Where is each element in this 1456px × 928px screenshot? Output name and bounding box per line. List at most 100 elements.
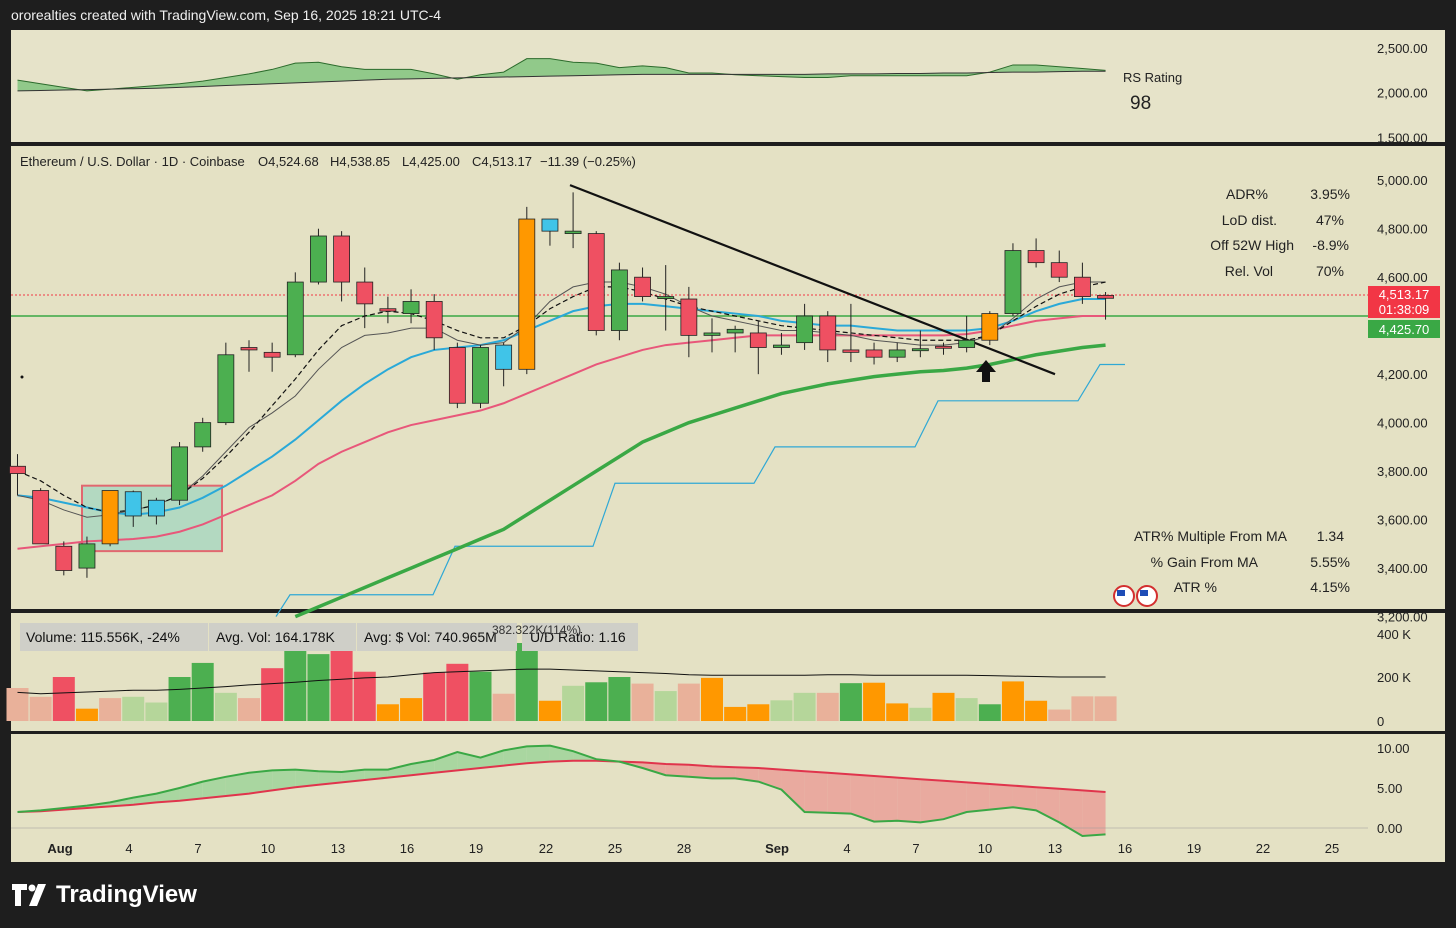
- x-axis-label: 19: [1187, 841, 1201, 856]
- stats-table-bottom: ATR% Multiple From MA 1.34 % Gain From M…: [1134, 528, 1350, 595]
- candle-body: [448, 347, 466, 404]
- candle-body: [1004, 250, 1022, 314]
- candle-body: [657, 296, 675, 299]
- osc-fill: [781, 769, 805, 812]
- rs-rating-label: RS Rating: [1123, 70, 1182, 85]
- volume-bar: [191, 662, 214, 721]
- candle-body: [703, 332, 721, 336]
- volume-tick-label: 400 K: [1377, 627, 1411, 642]
- candle-body: [911, 348, 929, 352]
- osc-fill: [966, 782, 990, 812]
- countdown-value: 01:38:09: [1379, 302, 1430, 317]
- sma10-dashed-line: [17, 281, 1106, 513]
- stat-atr-label: ATR %: [1174, 579, 1217, 595]
- candle-body: [402, 301, 420, 314]
- price-tick-label: 4,000.00: [1377, 416, 1428, 431]
- open-value: O4,524.68: [258, 154, 319, 169]
- stat-atr-mult-value: 1.34: [1317, 528, 1344, 544]
- stat-off52w-label: Off 52W High: [1210, 237, 1294, 253]
- candle-body: [171, 446, 188, 501]
- osc-fill: [202, 776, 226, 799]
- avg-vol-value: Avg. Vol: 164.178K: [216, 629, 335, 645]
- osc-fill: [179, 781, 203, 801]
- tradingview-logo[interactable]: TradingView: [12, 878, 197, 912]
- volume-bar: [99, 698, 122, 721]
- candle: [171, 442, 188, 506]
- candle-body: [958, 339, 976, 348]
- volume-bar: [6, 688, 29, 721]
- osc-fill: [1036, 787, 1060, 823]
- candle: [1074, 262, 1091, 304]
- candle-body: [147, 499, 165, 517]
- price-tick-label: 5,000.00: [1377, 173, 1428, 188]
- osc-fill: [688, 764, 712, 779]
- candle: [842, 303, 860, 363]
- candle-body: [1050, 262, 1068, 278]
- volume-bar: [631, 683, 654, 721]
- osc-fill: [295, 769, 319, 788]
- volume-bar: [816, 692, 839, 721]
- volume-bar: [168, 677, 191, 721]
- osc-fill: [387, 764, 412, 778]
- candle: [1004, 243, 1022, 316]
- breakout-arrow-icon: [976, 360, 996, 382]
- price-tick-label: 3,200.00: [1377, 610, 1428, 625]
- price-tick-label: 3,400.00: [1377, 561, 1428, 576]
- volume-bar: [446, 663, 469, 721]
- candle: [541, 218, 559, 246]
- osc-fill: [1059, 788, 1083, 836]
- x-axis-label: 4: [843, 841, 850, 856]
- volume-bar: [307, 654, 330, 721]
- volume-tick-label: 0: [1377, 714, 1384, 729]
- x-axis-label: 7: [912, 841, 919, 856]
- osc-fill: [503, 746, 527, 766]
- volume-legend: Volume: 115.556K, -24% Avg. Vol: 164.178…: [20, 623, 638, 651]
- osc-fill: [665, 764, 689, 777]
- volume-bar: [492, 693, 515, 721]
- candle-body: [541, 218, 559, 232]
- volume-bar: [29, 696, 52, 721]
- osc-fill: [897, 777, 921, 823]
- candle: [425, 294, 443, 350]
- volume-bar: [122, 696, 145, 721]
- volume-bar: [284, 649, 307, 721]
- volume-bars: 400 K 200 K 0: [6, 627, 1411, 729]
- volume-bar: [793, 692, 816, 721]
- x-axis-label: 25: [1325, 841, 1339, 856]
- candle: [124, 490, 142, 527]
- candle-body: [1027, 250, 1045, 264]
- stat-off52w-value: -8.9%: [1312, 237, 1349, 253]
- stat-atr-mult-label: ATR% Multiple From MA: [1134, 528, 1288, 544]
- x-axis-label: 22: [1256, 841, 1270, 856]
- candle: [240, 340, 258, 372]
- symbol-label: Ethereum / U.S. Dollar · 1D · Coinbase: [20, 154, 245, 169]
- axes: Aug 4 7 10 13 16 19 22 25 28 Sep 4 7 10 13 16 19 22 25: [47, 841, 1339, 856]
- candle-body: [333, 235, 351, 283]
- osc-fill: [874, 776, 898, 822]
- candle-body: [263, 351, 281, 358]
- current-price-value: 4,513.17: [1379, 287, 1430, 302]
- ema10-line: [17, 281, 1106, 518]
- candle-body: [425, 301, 443, 339]
- volume-bar: [538, 700, 561, 721]
- osc-fill: [526, 745, 550, 764]
- volume-bar: [145, 702, 168, 721]
- rs-line-series: 2,500.00 2,000.00 1,500.00: [17, 41, 1428, 146]
- x-axis-label: 4: [125, 841, 132, 856]
- osc-fill: [434, 752, 458, 773]
- candle: [101, 490, 119, 547]
- price-panel-bg: [11, 146, 1445, 609]
- candle: [1097, 291, 1114, 320]
- stat-gain-ma-value: 5.55%: [1310, 554, 1350, 570]
- volume-bar: [400, 698, 423, 721]
- candle-body: [634, 276, 651, 297]
- osc-fill: [225, 772, 249, 796]
- candle-body: [78, 543, 96, 569]
- x-axis-label: 10: [261, 841, 275, 856]
- candle-body: [773, 344, 790, 348]
- candle-body: [240, 347, 258, 351]
- candle: [657, 265, 675, 331]
- volume-bar: [839, 683, 862, 721]
- x-axis-label: 19: [469, 841, 483, 856]
